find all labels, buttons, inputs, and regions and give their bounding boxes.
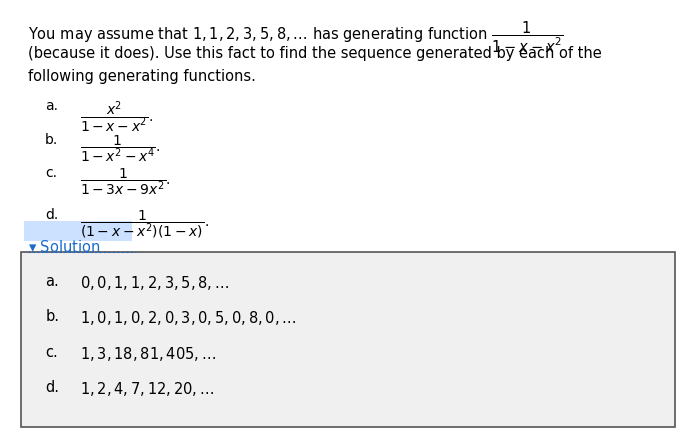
Text: (because it does). Use this fact to find the sequence generated by each of the: (because it does). Use this fact to find… [28,46,601,61]
Text: a.: a. [45,274,59,289]
Text: $0, 0, 1, 1, 2, 3, 5, 8, \ldots$: $0, 0, 1, 1, 2, 3, 5, 8, \ldots$ [80,274,230,292]
Text: following generating functions.: following generating functions. [28,69,255,84]
Text: b.: b. [45,309,59,324]
Text: $\dfrac{1}{(1-x-x^2)(1-x)}.$: $\dfrac{1}{(1-x-x^2)(1-x)}.$ [80,208,209,240]
Text: c.: c. [45,345,58,360]
Text: $\dfrac{x^2}{1-x-x^2}.$: $\dfrac{x^2}{1-x-x^2}.$ [80,99,153,135]
Text: $\dfrac{1}{1-x^2-x^4}.$: $\dfrac{1}{1-x^2-x^4}.$ [80,133,161,164]
Text: a.: a. [45,99,58,114]
Text: $1, 2, 4, 7, 12, 20, \ldots$: $1, 2, 4, 7, 12, 20, \ldots$ [80,380,214,398]
Text: $\blacktriangledown$ Solution: $\blacktriangledown$ Solution [28,239,100,255]
Text: $1, 3, 18, 81, 405, \ldots$: $1, 3, 18, 81, 405, \ldots$ [80,345,216,363]
FancyBboxPatch shape [24,221,132,241]
Text: You may assume that $1, 1, 2, 3, 5, 8, \ldots$ has generating function $\dfrac{1: You may assume that $1, 1, 2, 3, 5, 8, \… [28,20,564,55]
Text: d.: d. [45,380,59,395]
FancyBboxPatch shape [21,252,675,427]
Text: $1, 0, 1, 0, 2, 0, 3, 0, 5, 0, 8, 0, \ldots$: $1, 0, 1, 0, 2, 0, 3, 0, 5, 0, 8, 0, \ld… [80,309,296,328]
Text: d.: d. [45,208,58,222]
Text: $\dfrac{1}{1-3x-9x^2}.$: $\dfrac{1}{1-3x-9x^2}.$ [80,166,171,197]
Text: c.: c. [45,166,57,180]
Text: b.: b. [45,133,58,147]
